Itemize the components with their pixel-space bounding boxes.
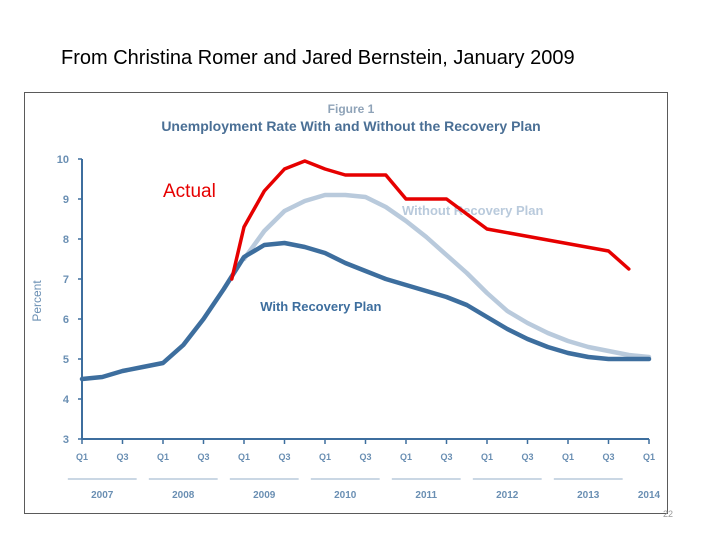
year-label: 2013 bbox=[577, 490, 600, 501]
year-label: 2009 bbox=[253, 490, 276, 501]
x-tick-label: Q3 bbox=[440, 452, 452, 462]
figure-label: Figure 1 bbox=[328, 102, 375, 116]
series-label-without-recovery-plan: Without Recovery Plan bbox=[402, 203, 544, 218]
x-tick-label: Q3 bbox=[278, 452, 290, 462]
x-tick-label: Q1 bbox=[562, 452, 574, 462]
year-label: 2012 bbox=[496, 490, 519, 501]
x-tick-label: Q3 bbox=[116, 452, 128, 462]
chart-title: Unemployment Rate With and Without the R… bbox=[161, 118, 540, 134]
y-tick-label: 6 bbox=[63, 314, 69, 326]
figure-frame: Figure 1 Unemployment Rate With and With… bbox=[24, 92, 668, 514]
year-label: 2014 bbox=[638, 490, 661, 501]
x-tick-label: Q3 bbox=[197, 452, 209, 462]
series-line-actual bbox=[230, 159, 631, 281]
y-tick-label: 3 bbox=[63, 434, 69, 446]
unemployment-chart: Figure 1 Unemployment Rate With and With… bbox=[30, 102, 661, 501]
series-label-actual: Actual bbox=[163, 181, 216, 202]
y-tick-label: 7 bbox=[63, 274, 69, 286]
year-label: 2011 bbox=[415, 490, 437, 501]
y-tick-label: 5 bbox=[63, 354, 69, 366]
x-tick-label: Q3 bbox=[359, 452, 371, 462]
x-tick-label: Q1 bbox=[76, 452, 88, 462]
x-tick-label: Q1 bbox=[481, 452, 493, 462]
page-number: 22 bbox=[663, 509, 674, 519]
x-tick-label: Q1 bbox=[319, 452, 331, 462]
y-tick-label: 4 bbox=[63, 394, 70, 406]
series-label-with-recovery-plan: With Recovery Plan bbox=[260, 299, 381, 314]
axes-layer: 3 4 5 6 7 8 9 10 Q1 Q3 Q1 Q3 Q1 Q3 Q1 Q3 Q1 Q3 Q1 Q3 Q1 Q3 Q1 2… bbox=[57, 154, 661, 501]
x-tick-label: Q3 bbox=[602, 452, 614, 462]
series-layer bbox=[79, 192, 652, 382]
x-tick-label: Q1 bbox=[157, 452, 169, 462]
x-tick-label: Q1 bbox=[238, 452, 250, 462]
y-tick-label: 8 bbox=[63, 234, 69, 246]
series-line-without-recovery-plan bbox=[241, 192, 652, 360]
year-label: 2007 bbox=[91, 490, 114, 501]
series-line-with-recovery-plan bbox=[79, 240, 652, 382]
year-label: 2010 bbox=[334, 490, 357, 501]
slide-title: From Christina Romer and Jared Bernstein… bbox=[61, 47, 575, 69]
y-tick-label: 9 bbox=[63, 194, 69, 206]
x-tick-label: Q3 bbox=[521, 452, 533, 462]
x-tick-label: Q1 bbox=[400, 452, 412, 462]
y-tick-label: 10 bbox=[57, 154, 69, 166]
x-tick-label: Q1 bbox=[643, 452, 655, 462]
year-label: 2008 bbox=[172, 490, 195, 501]
y-axis-label: Percent bbox=[30, 280, 44, 322]
series-label-layer: Without Recovery Plan With Recovery Plan A… bbox=[163, 181, 543, 314]
